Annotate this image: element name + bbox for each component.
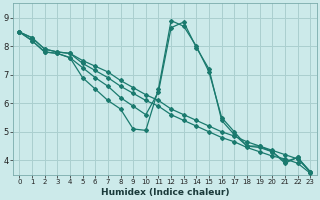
X-axis label: Humidex (Indice chaleur): Humidex (Indice chaleur) bbox=[100, 188, 229, 197]
